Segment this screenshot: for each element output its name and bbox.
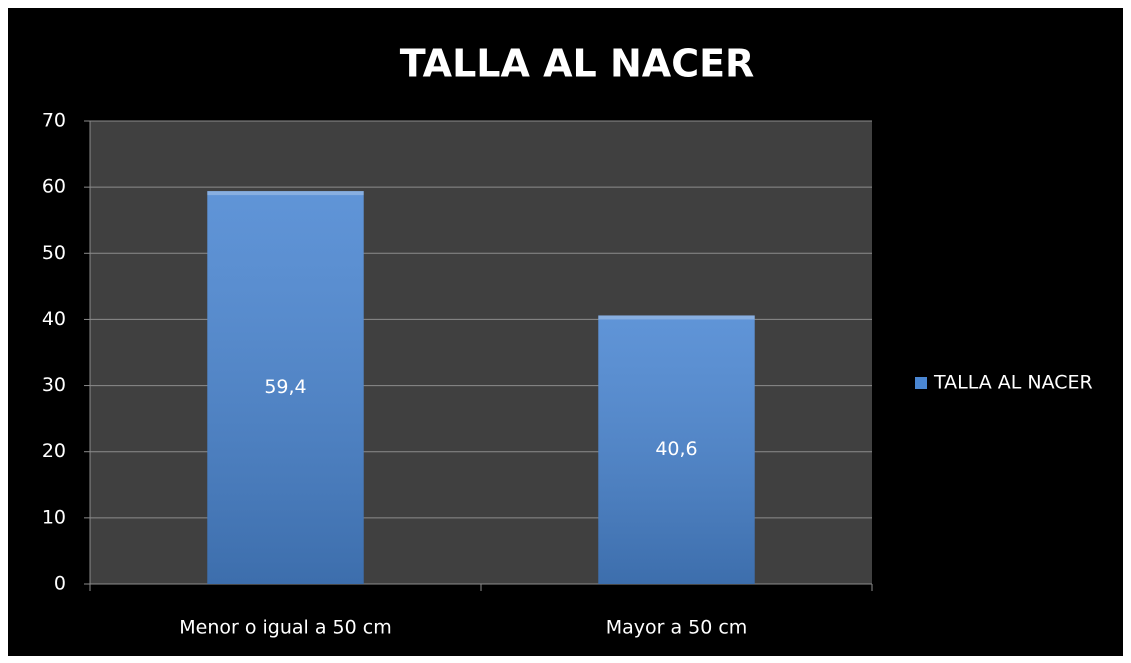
x-tick-label: Mayor a 50 cm [606,617,748,639]
data-label: 40,6 [655,438,697,460]
y-tick-label: 30 [42,374,66,396]
y-tick-label: 40 [42,308,66,330]
bar-bevel [207,191,364,196]
y-tick-label: 70 [42,110,66,132]
y-tick-label: 10 [42,506,66,528]
legend-label: TALLA AL NACER [933,372,1093,394]
x-tick-label: Menor o igual a 50 cm [179,617,391,639]
y-tick-label: 0 [54,573,66,595]
y-tick-label: 50 [42,242,66,264]
y-tick-label: 60 [42,176,66,198]
chart-title: TALLA AL NACER [400,42,755,86]
bar-bevel [598,315,755,320]
y-tick-label: 20 [42,440,66,462]
data-label: 59,4 [264,376,306,398]
bar-shade [207,191,364,584]
bar-shade [598,315,755,584]
legend-swatch [915,377,927,389]
